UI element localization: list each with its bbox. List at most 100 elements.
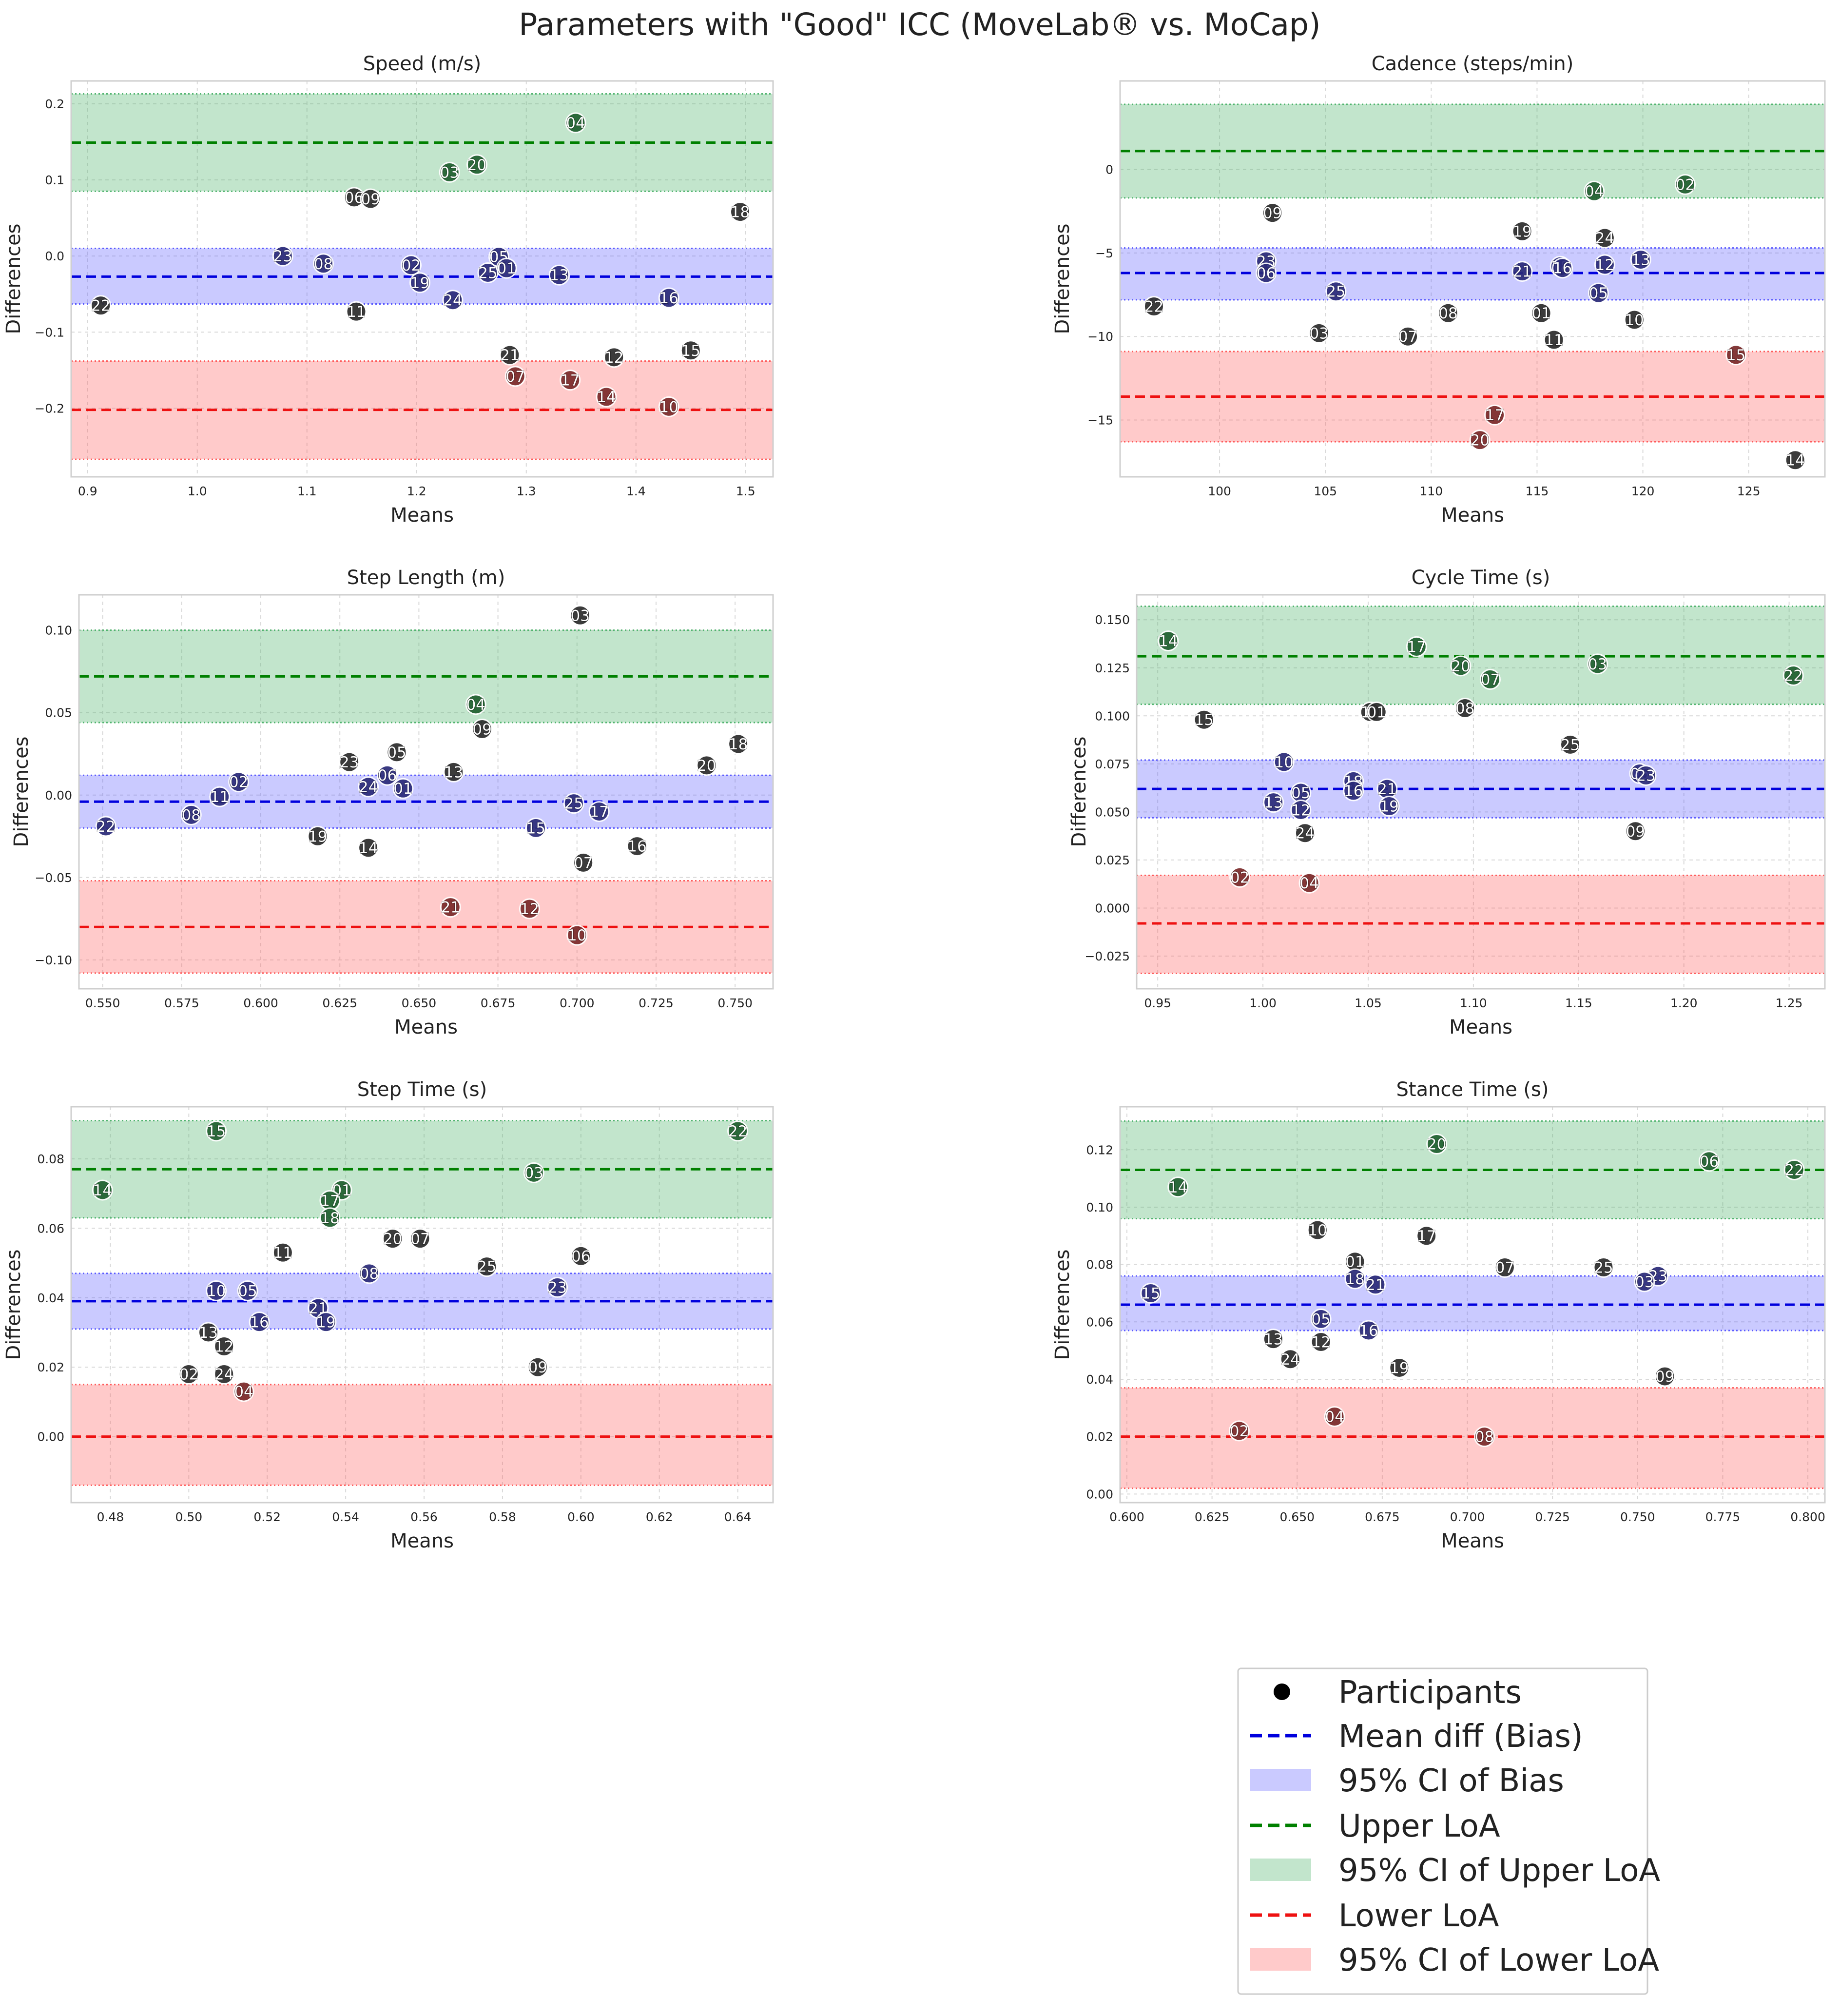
participant-marker bbox=[1624, 309, 1645, 331]
participant-label: 14 bbox=[1159, 633, 1178, 650]
y-tick-label: −0.025 bbox=[1085, 949, 1130, 963]
x-axis-title: Means bbox=[390, 504, 454, 527]
panel-title: Cadence (steps/min) bbox=[1372, 53, 1574, 75]
participant-marker bbox=[519, 898, 540, 920]
participant-point-05: 05 bbox=[237, 1280, 258, 1302]
participant-point-02: 02 bbox=[178, 1363, 199, 1385]
participant-label: 10 bbox=[207, 1283, 226, 1300]
x-tick-label: 0.675 bbox=[481, 996, 516, 1010]
participant-point-14: 14 bbox=[596, 386, 617, 408]
participant-marker bbox=[1511, 220, 1533, 242]
participant-point-03: 03 bbox=[1308, 322, 1330, 344]
participant-label: 02 bbox=[229, 774, 248, 791]
participant-label: 17 bbox=[589, 803, 608, 821]
plot-frame bbox=[78, 594, 774, 990]
participant-point-14: 14 bbox=[358, 837, 379, 859]
participant-point-24: 24 bbox=[358, 776, 379, 798]
participant-point-17: 17 bbox=[1416, 1225, 1437, 1247]
participant-point-01: 01 bbox=[392, 778, 414, 799]
participant-marker bbox=[440, 897, 461, 918]
participant-label: 05 bbox=[1311, 1311, 1330, 1328]
participant-marker bbox=[206, 1280, 227, 1302]
y-tick-label: 0.100 bbox=[1095, 709, 1130, 723]
x-axis-title: Means bbox=[1441, 1530, 1504, 1552]
x-tick-label: 125 bbox=[1737, 484, 1761, 498]
participant-point-07: 07 bbox=[409, 1228, 431, 1250]
participant-marker bbox=[1635, 764, 1657, 786]
participant-point-12: 12 bbox=[519, 898, 540, 920]
participant-label: 02 bbox=[1676, 176, 1695, 194]
participant-point-08: 08 bbox=[313, 253, 334, 274]
participant-label: 22 bbox=[1784, 667, 1803, 685]
participant-marker bbox=[499, 344, 521, 366]
participant-marker bbox=[728, 733, 749, 755]
legend-bias-ci-swatch bbox=[1250, 1769, 1311, 1791]
participant-marker bbox=[1262, 202, 1283, 224]
participant-point-07: 07 bbox=[1397, 326, 1419, 347]
y-tick-label: 0.0 bbox=[45, 249, 64, 263]
participant-label: 22 bbox=[96, 818, 115, 836]
participant-point-07: 07 bbox=[573, 852, 594, 873]
participant-label: 07 bbox=[1398, 328, 1417, 346]
participant-point-19: 19 bbox=[307, 825, 329, 847]
participant-marker bbox=[1552, 257, 1573, 279]
bias-ci-band bbox=[1120, 1276, 1825, 1331]
participant-marker bbox=[360, 188, 381, 210]
legend-bias-ci-label: 95% CI of Bias bbox=[1338, 1763, 1564, 1799]
participant-marker bbox=[1426, 1133, 1448, 1155]
participant-point-13: 13 bbox=[443, 761, 465, 783]
plot-area: 1417200307221101081525100623181621051312… bbox=[1137, 606, 1825, 974]
participant-marker bbox=[1140, 1282, 1162, 1304]
participant-label: 07 bbox=[1481, 671, 1500, 688]
participant-point-03: 03 bbox=[523, 1162, 544, 1183]
participant-point-09: 09 bbox=[1625, 821, 1646, 842]
participant-marker bbox=[1366, 701, 1387, 723]
participant-point-03: 03 bbox=[1587, 653, 1608, 675]
x-tick-label: 0.750 bbox=[717, 996, 753, 1010]
participant-label: 19 bbox=[308, 828, 327, 845]
participant-label: 12 bbox=[1291, 802, 1310, 819]
participant-marker bbox=[1588, 282, 1609, 304]
participant-point-23: 23 bbox=[547, 1276, 568, 1298]
participant-label: 08 bbox=[1475, 1429, 1494, 1446]
y-axis-title: Differences bbox=[10, 736, 33, 847]
participant-label: 15 bbox=[681, 342, 700, 360]
participant-point-12: 12 bbox=[213, 1335, 235, 1357]
participant-label: 11 bbox=[347, 303, 366, 321]
participant-point-25: 25 bbox=[1593, 1257, 1614, 1278]
participant-marker bbox=[358, 1263, 380, 1284]
participant-point-16: 16 bbox=[1343, 780, 1364, 802]
participant-label: 22 bbox=[1784, 1161, 1803, 1179]
participant-point-09: 09 bbox=[527, 1356, 548, 1378]
participant-label: 14 bbox=[1785, 452, 1804, 470]
y-tick-label: 0.12 bbox=[1086, 1143, 1113, 1157]
x-tick-label: 0.775 bbox=[1705, 1510, 1741, 1524]
participant-point-09: 09 bbox=[1262, 202, 1283, 224]
participant-marker bbox=[696, 755, 717, 776]
legend-upper-ci-swatch bbox=[1250, 1859, 1311, 1881]
participant-marker bbox=[228, 771, 250, 793]
participant-marker bbox=[588, 801, 610, 822]
participant-point-14: 14 bbox=[92, 1179, 113, 1201]
participant-point-08: 08 bbox=[1473, 1426, 1495, 1448]
y-tick-label: 0.000 bbox=[1095, 901, 1130, 915]
participant-point-03: 03 bbox=[1634, 1271, 1655, 1292]
bias-ci-band bbox=[1137, 760, 1825, 818]
lower-loa-ci-band bbox=[1137, 875, 1825, 974]
x-tick-label: 0.575 bbox=[164, 996, 199, 1010]
participant-label: 06 bbox=[571, 1248, 590, 1265]
participant-label: 08 bbox=[360, 1265, 379, 1283]
participant-label: 02 bbox=[1230, 869, 1249, 886]
y-tick-label: 0.050 bbox=[1095, 805, 1130, 819]
x-tick-label: 1.25 bbox=[1776, 996, 1803, 1010]
participant-marker bbox=[1262, 1329, 1284, 1350]
panel-title: Stance Time (s) bbox=[1396, 1078, 1549, 1101]
participant-label: 23 bbox=[340, 754, 359, 771]
participant-point-06: 06 bbox=[1698, 1151, 1720, 1172]
participant-point-04: 04 bbox=[1298, 872, 1320, 894]
participant-label: 24 bbox=[443, 292, 462, 310]
participant-label: 05 bbox=[238, 1283, 257, 1300]
participant-point-25: 25 bbox=[1325, 281, 1347, 302]
participant-label: 10 bbox=[659, 398, 678, 416]
